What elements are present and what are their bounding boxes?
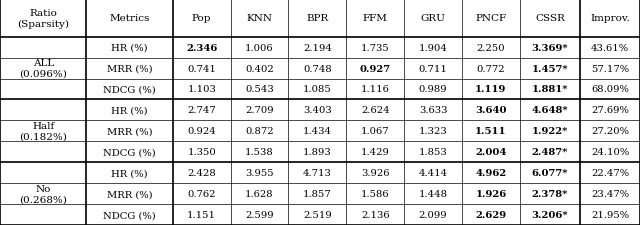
Text: 1.857: 1.857 xyxy=(303,189,332,198)
Text: 2.519: 2.519 xyxy=(303,210,332,219)
Text: 27.20%: 27.20% xyxy=(591,127,629,136)
Text: 21.95%: 21.95% xyxy=(591,210,629,219)
Text: 68.09%: 68.09% xyxy=(591,85,629,94)
Text: 0.924: 0.924 xyxy=(188,127,216,136)
Text: Half
(0.182%): Half (0.182%) xyxy=(19,122,67,141)
Text: 1.922*: 1.922* xyxy=(532,127,568,136)
Text: 0.927: 0.927 xyxy=(360,64,391,73)
Text: 1.119: 1.119 xyxy=(476,85,507,94)
Text: 1.586: 1.586 xyxy=(361,189,390,198)
Text: 0.543: 0.543 xyxy=(245,85,274,94)
Text: HR (%): HR (%) xyxy=(111,169,148,177)
Text: 4.962: 4.962 xyxy=(476,169,506,177)
Text: 2.428: 2.428 xyxy=(188,169,216,177)
Text: MRR (%): MRR (%) xyxy=(107,127,152,136)
Text: 2.004: 2.004 xyxy=(476,148,507,157)
Text: 3.369*: 3.369* xyxy=(532,43,568,52)
Text: 2.250: 2.250 xyxy=(477,43,505,52)
Text: KNN: KNN xyxy=(246,14,273,23)
Text: MRR (%): MRR (%) xyxy=(107,189,152,198)
Text: 1.350: 1.350 xyxy=(188,148,216,157)
Text: 1.881*: 1.881* xyxy=(532,85,568,94)
Text: NDCG (%): NDCG (%) xyxy=(103,210,156,219)
Text: 1.006: 1.006 xyxy=(245,43,274,52)
Text: 0.711: 0.711 xyxy=(419,64,447,73)
Text: 2.747: 2.747 xyxy=(188,106,216,115)
Text: 4.713: 4.713 xyxy=(303,169,332,177)
Text: 2.487*: 2.487* xyxy=(532,148,568,157)
Text: 1.735: 1.735 xyxy=(361,43,390,52)
Text: 23.47%: 23.47% xyxy=(591,189,629,198)
Text: 1.457*: 1.457* xyxy=(532,64,568,73)
Text: Metrics: Metrics xyxy=(109,14,150,23)
Text: 1.323: 1.323 xyxy=(419,127,447,136)
Text: 1.429: 1.429 xyxy=(361,148,390,157)
Text: BPR: BPR xyxy=(307,14,328,23)
Text: 1.448: 1.448 xyxy=(419,189,447,198)
Text: ALL
(0.096%): ALL (0.096%) xyxy=(19,59,67,78)
Text: PNCF: PNCF xyxy=(476,14,506,23)
Text: 2.099: 2.099 xyxy=(419,210,447,219)
Text: 1.893: 1.893 xyxy=(303,148,332,157)
Text: 1.926: 1.926 xyxy=(476,189,506,198)
Text: 0.772: 0.772 xyxy=(477,64,505,73)
Text: 2.629: 2.629 xyxy=(476,210,506,219)
Text: 0.748: 0.748 xyxy=(303,64,332,73)
Text: GRU: GRU xyxy=(420,14,445,23)
Text: 27.69%: 27.69% xyxy=(591,106,629,115)
Text: 2.709: 2.709 xyxy=(245,106,274,115)
Text: NDCG (%): NDCG (%) xyxy=(103,148,156,157)
Text: 1.904: 1.904 xyxy=(419,43,447,52)
Text: 2.599: 2.599 xyxy=(245,210,274,219)
Text: 1.511: 1.511 xyxy=(475,127,507,136)
Text: Ratio
(Sparsity): Ratio (Sparsity) xyxy=(17,9,69,29)
Text: 24.10%: 24.10% xyxy=(591,148,629,157)
Text: 0.402: 0.402 xyxy=(245,64,274,73)
Text: 1.628: 1.628 xyxy=(245,189,274,198)
Text: 1.151: 1.151 xyxy=(187,210,216,219)
Text: 4.414: 4.414 xyxy=(419,169,447,177)
Text: HR (%): HR (%) xyxy=(111,43,148,52)
Text: CSSR: CSSR xyxy=(535,14,564,23)
Text: 0.762: 0.762 xyxy=(188,189,216,198)
Text: 57.17%: 57.17% xyxy=(591,64,629,73)
Text: NDCG (%): NDCG (%) xyxy=(103,85,156,94)
Text: 22.47%: 22.47% xyxy=(591,169,629,177)
Text: 0.989: 0.989 xyxy=(419,85,447,94)
Text: 3.633: 3.633 xyxy=(419,106,447,115)
Text: 4.648*: 4.648* xyxy=(532,106,568,115)
Text: 2.624: 2.624 xyxy=(361,106,390,115)
Text: 2.378*: 2.378* xyxy=(532,189,568,198)
Text: 3.640: 3.640 xyxy=(475,106,507,115)
Text: 2.194: 2.194 xyxy=(303,43,332,52)
Text: 2.136: 2.136 xyxy=(361,210,390,219)
Text: 0.872: 0.872 xyxy=(245,127,274,136)
Text: 1.103: 1.103 xyxy=(188,85,216,94)
Text: HR (%): HR (%) xyxy=(111,106,148,115)
Text: 3.955: 3.955 xyxy=(245,169,274,177)
Text: 2.346: 2.346 xyxy=(186,43,218,52)
Text: 6.077*: 6.077* xyxy=(532,169,568,177)
Text: 3.206*: 3.206* xyxy=(532,210,568,219)
Text: MRR (%): MRR (%) xyxy=(107,64,152,73)
Text: Pop: Pop xyxy=(192,14,211,23)
Text: 1.434: 1.434 xyxy=(303,127,332,136)
Text: FFM: FFM xyxy=(363,14,388,23)
Text: 1.853: 1.853 xyxy=(419,148,447,157)
Text: 43.61%: 43.61% xyxy=(591,43,629,52)
Text: 0.741: 0.741 xyxy=(188,64,216,73)
Text: 3.403: 3.403 xyxy=(303,106,332,115)
Text: Improv.: Improv. xyxy=(590,14,630,23)
Text: 1.538: 1.538 xyxy=(245,148,274,157)
Text: 1.067: 1.067 xyxy=(361,127,390,136)
Text: 1.116: 1.116 xyxy=(361,85,390,94)
Text: 3.926: 3.926 xyxy=(361,169,390,177)
Text: 1.085: 1.085 xyxy=(303,85,332,94)
Text: No
(0.268%): No (0.268%) xyxy=(19,184,67,203)
